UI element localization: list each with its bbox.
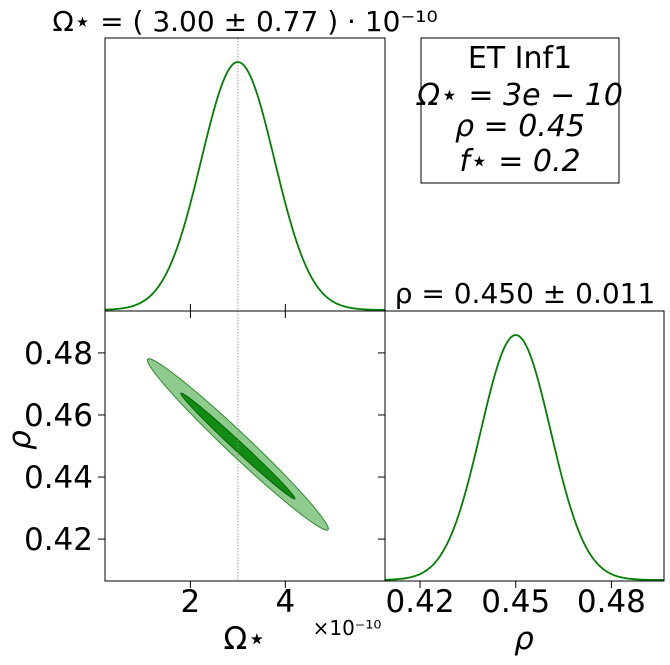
legend-line: Ω⋆ = 3e − 10 bbox=[415, 78, 623, 113]
rho-axis-label: ρ bbox=[514, 621, 534, 657]
marginal-rho-title: ρ = 0.450 ± 0.011 bbox=[395, 277, 656, 310]
marginal-omega-title: Ω⋆ = ( 3.00 ± 0.77 ) · 10⁻¹⁰ bbox=[52, 5, 437, 38]
y-tick-label: 0.42 bbox=[24, 522, 93, 558]
x-axis-label: Ω⋆ bbox=[223, 621, 266, 657]
marginal-rho-curve bbox=[384, 334, 665, 581]
joint-panel: 0.42 0.44 0.46 0.48 2 4 ×10⁻¹⁰ Ω⋆ ρ bbox=[2, 304, 386, 657]
marginal-rho-frame bbox=[384, 310, 665, 582]
marginal-omega-frame bbox=[104, 37, 386, 312]
y-tick-label: 0.48 bbox=[24, 336, 93, 372]
legend-line: ET Inf1 bbox=[468, 41, 572, 76]
rho-tick-label: 0.42 bbox=[386, 584, 455, 620]
joint-ticks bbox=[98, 304, 385, 588]
rho-tick-label: 0.45 bbox=[481, 584, 550, 620]
marginal-omega-panel: Ω⋆ = ( 3.00 ± 0.77 ) · 10⁻¹⁰ bbox=[52, 5, 438, 312]
y-tick-label: 0.44 bbox=[24, 460, 93, 496]
x-tick-label: 4 bbox=[275, 584, 295, 620]
marginal-omega-curve bbox=[104, 61, 386, 311]
x-offset-label: ×10⁻¹⁰ bbox=[313, 616, 382, 640]
rho-tick-label: 0.48 bbox=[577, 584, 646, 620]
legend-line: f⋆ = 0.2 bbox=[459, 144, 580, 179]
legend-line: ρ = 0.45 bbox=[455, 109, 585, 144]
y-tick-label: 0.46 bbox=[24, 398, 93, 434]
x-tick-label: 2 bbox=[181, 584, 201, 620]
marginal-rho-panel: ρ = 0.450 ± 0.011 0.42 0.45 0.48 ρ bbox=[384, 277, 665, 657]
legend-box: ET Inf1 Ω⋆ = 3e − 10 ρ = 0.45 f⋆ = 0.2 bbox=[415, 37, 623, 184]
rho-ticks bbox=[419, 581, 612, 588]
legend-frame bbox=[420, 37, 620, 184]
y-axis-label: ρ bbox=[2, 430, 38, 450]
